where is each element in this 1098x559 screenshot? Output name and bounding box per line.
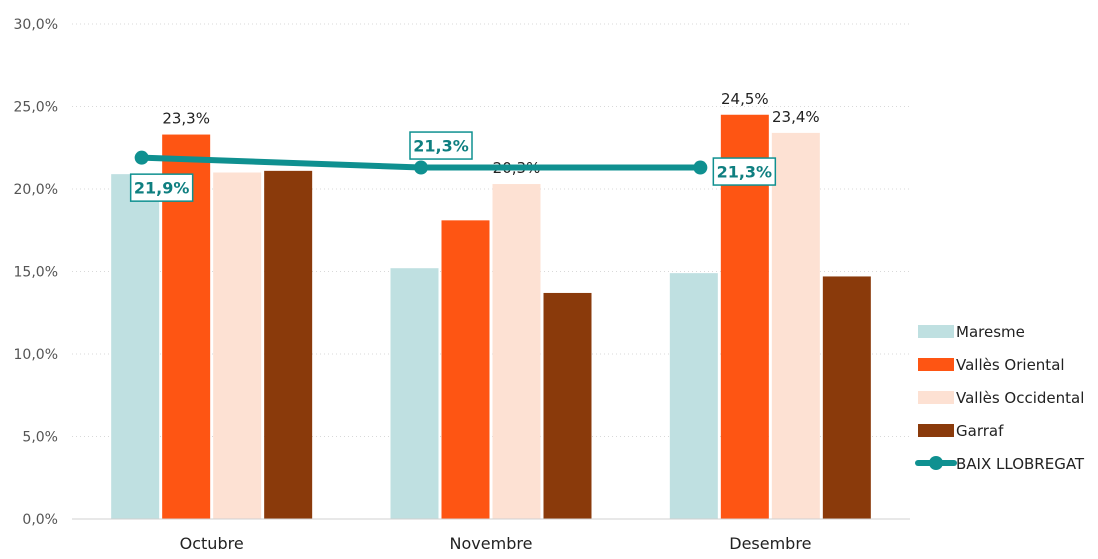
bars bbox=[111, 114, 871, 520]
bar bbox=[771, 132, 820, 519]
x-tick-label: Desembre bbox=[729, 534, 811, 553]
bar-data-label: 24,5% bbox=[721, 90, 769, 108]
legend-swatch bbox=[918, 424, 954, 437]
y-tick-label: 0,0% bbox=[22, 512, 58, 528]
bar bbox=[111, 174, 160, 519]
x-axis: Octubre Novembre Desembre bbox=[180, 534, 812, 553]
x-tick-label: Octubre bbox=[180, 534, 244, 553]
line-series: 21,9% 21,3% 21,3% bbox=[129, 131, 777, 202]
line-marker bbox=[134, 150, 149, 165]
line-label-box bbox=[129, 173, 194, 202]
legend-label: Vallès Oriental bbox=[956, 356, 1065, 374]
bar bbox=[822, 276, 871, 519]
legend-swatch bbox=[918, 391, 954, 404]
legend-label: Garraf bbox=[956, 422, 1004, 440]
line-data-label: 21,9% bbox=[134, 179, 190, 198]
legend-label: Maresme bbox=[956, 323, 1025, 341]
legend-swatch bbox=[918, 358, 954, 371]
line-label-box bbox=[409, 131, 473, 160]
y-tick-label: 20,0% bbox=[14, 182, 58, 198]
legend-label: BAIX LLOBREGAT bbox=[956, 455, 1085, 473]
bar bbox=[669, 273, 718, 519]
bar-data-label: 23,3% bbox=[162, 110, 210, 128]
bar bbox=[492, 184, 541, 520]
legend-line-marker bbox=[929, 456, 943, 470]
line-data-label: 21,3% bbox=[413, 137, 469, 156]
legend-swatch bbox=[918, 325, 954, 338]
bar-data-label: 23,4% bbox=[772, 108, 820, 126]
y-tick-label: 15,0% bbox=[14, 265, 58, 281]
y-tick-label: 30,0% bbox=[14, 17, 58, 33]
line-label-box bbox=[712, 157, 777, 186]
legend-label: Vallès Occidental bbox=[956, 389, 1084, 407]
bar bbox=[441, 220, 490, 519]
x-tick-label: Novembre bbox=[450, 534, 533, 553]
line-marker bbox=[693, 160, 708, 175]
bar bbox=[213, 172, 262, 519]
y-tick-label: 25,0% bbox=[14, 100, 58, 116]
line-data-label: 21,3% bbox=[717, 163, 773, 182]
legend: Maresme Vallès Oriental Vallès Occidental G… bbox=[915, 323, 1085, 473]
line-marker bbox=[414, 160, 428, 175]
y-axis: 0,0% 5,0% 10,0% 15,0% 20,0% 25,0% 30,0% bbox=[14, 17, 58, 528]
bar bbox=[390, 268, 439, 519]
y-tick-label: 10,0% bbox=[14, 347, 58, 363]
bar bbox=[543, 292, 592, 519]
y-tick-label: 5,0% bbox=[22, 430, 58, 446]
bar bbox=[264, 170, 313, 519]
